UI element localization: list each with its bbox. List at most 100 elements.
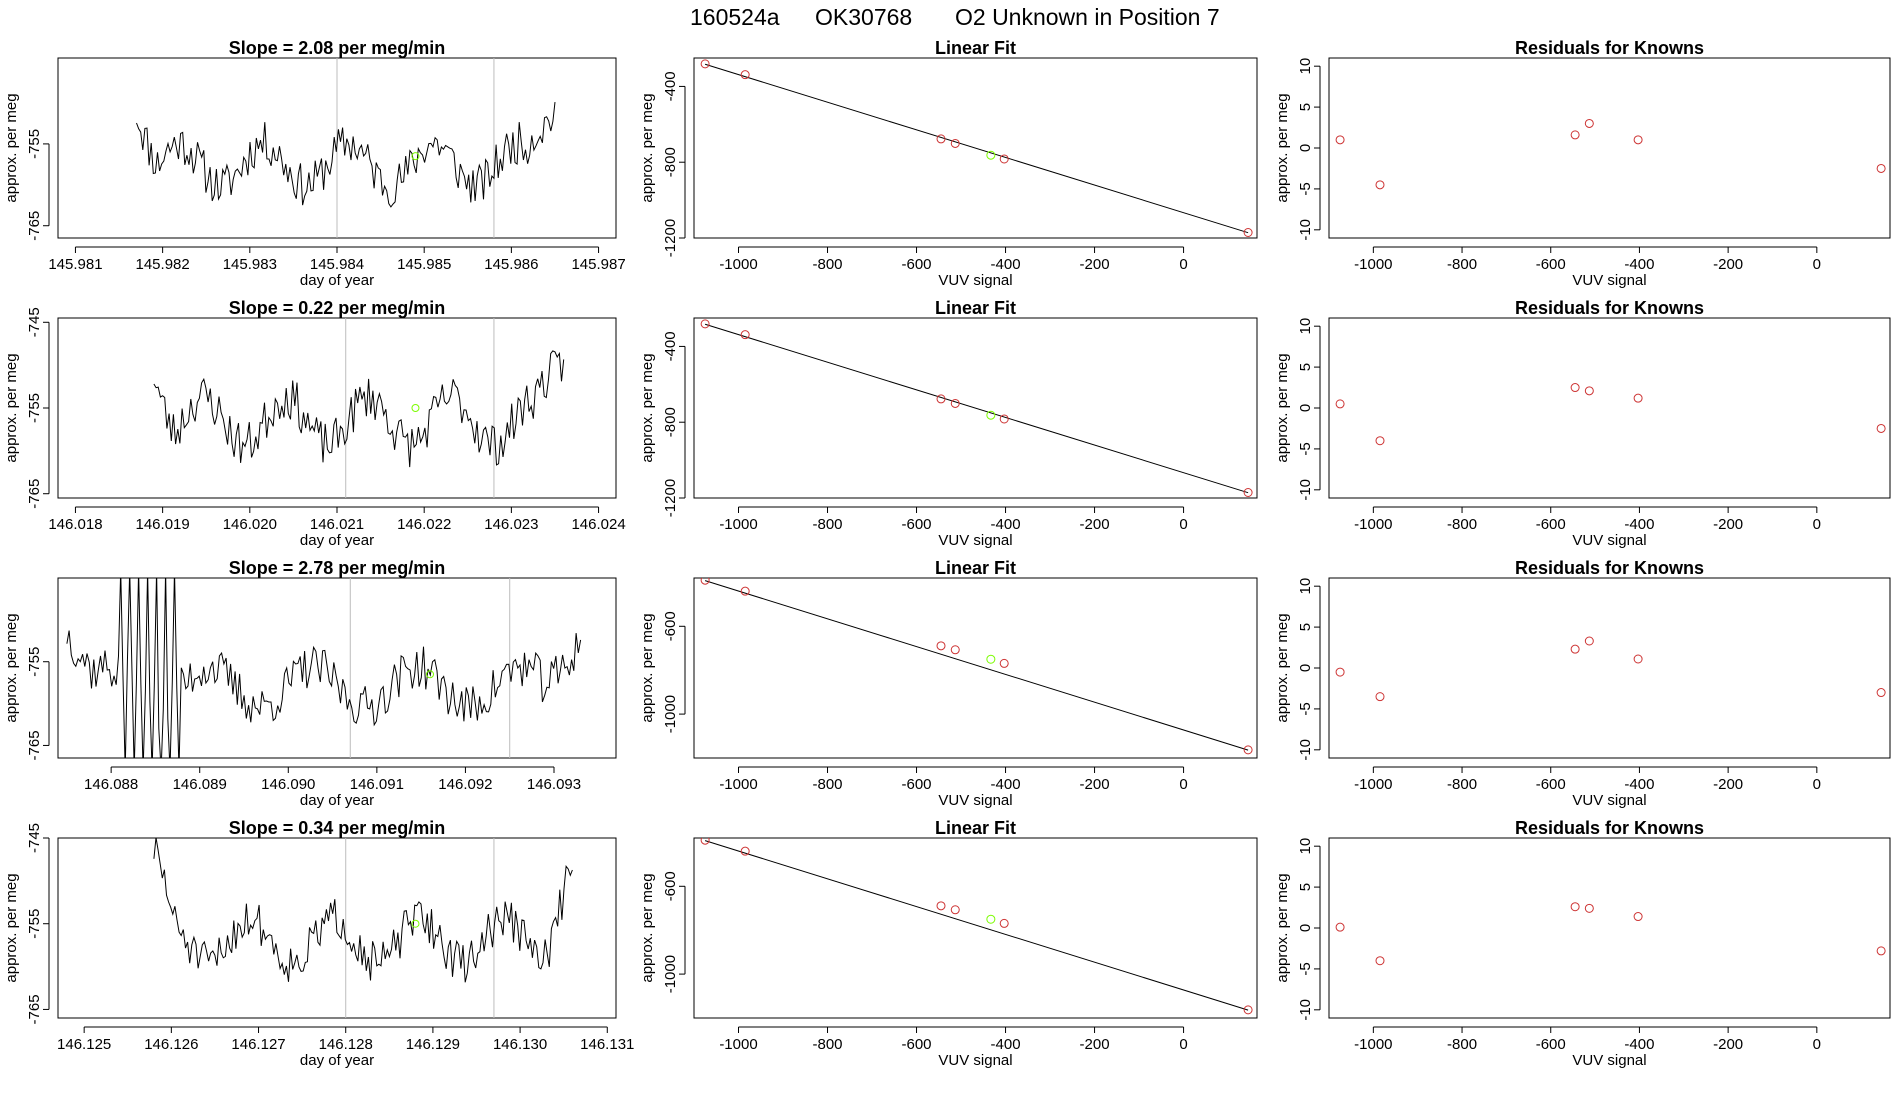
- x-tick-label: 146.093: [527, 776, 581, 793]
- x-tick-label: 146.090: [261, 776, 315, 793]
- x-tick-label: -600: [902, 256, 932, 273]
- x-tick-label: -200: [1080, 516, 1110, 533]
- known-standard-point: [1243, 1005, 1253, 1015]
- x-tick-label: -1000: [719, 776, 757, 793]
- known-standard-point: [936, 641, 946, 651]
- known-standard-point: [950, 138, 960, 148]
- plot-frame: [693, 837, 1258, 1019]
- x-tick-label: 0: [1179, 776, 1187, 793]
- y-tick-label: -765: [26, 211, 43, 241]
- x-axis-label: VUV signal: [938, 532, 1012, 549]
- x-tick-label: 146.024: [571, 516, 625, 533]
- residual-point: [1633, 912, 1643, 922]
- residual-point: [1584, 636, 1594, 646]
- x-tick-label: 145.981: [48, 256, 102, 273]
- x-tick-label: 146.091: [350, 776, 404, 793]
- y-tick-label: -1200: [662, 479, 679, 517]
- x-tick-label: -400: [1624, 1036, 1654, 1053]
- y-tick-label: -765: [26, 730, 43, 760]
- panel-title: Residuals for Knowns: [1515, 298, 1704, 318]
- plot-area: [700, 59, 1253, 238]
- residual-point: [1584, 118, 1594, 128]
- residual-point: [1335, 135, 1345, 145]
- x-tick-label: 146.020: [223, 516, 277, 533]
- known-standard-point: [740, 586, 750, 596]
- residual-point: [1570, 383, 1580, 393]
- x-tick-label: 146.128: [319, 1036, 373, 1053]
- panel-timeseries-row-3: Slope = 0.34 per meg/min 146.125 146.126 14…: [3, 818, 634, 1069]
- residual-point: [1876, 946, 1886, 956]
- y-tick-label: -745: [26, 823, 43, 853]
- x-axis-label: day of year: [300, 792, 374, 809]
- panel-title: Slope = 0.34 per meg/min: [229, 818, 446, 838]
- unknown-sample-point: [411, 152, 420, 161]
- x-tick-label: 146.019: [136, 516, 190, 533]
- x-tick-label: 145.982: [136, 256, 190, 273]
- known-standard-point: [936, 901, 946, 911]
- residual-point: [1335, 922, 1345, 932]
- x-tick-label: 146.089: [173, 776, 227, 793]
- plot-frame: [57, 577, 617, 759]
- x-axis-label: day of year: [300, 532, 374, 549]
- panel-grid: Slope = 2.08 per meg/min 145.981 145.982 14…: [3, 38, 1891, 1069]
- y-tick-label: -10: [1297, 739, 1314, 761]
- x-tick-label: -800: [813, 256, 843, 273]
- x-axis-label: VUV signal: [938, 792, 1012, 809]
- known-standard-point: [936, 134, 946, 144]
- y-tick-label: -5: [1297, 182, 1314, 195]
- y-axis-label: approx. per meg: [3, 93, 20, 202]
- residual-point: [1633, 393, 1643, 403]
- residual-point: [1335, 667, 1345, 677]
- panel-title: Slope = 0.22 per meg/min: [229, 298, 446, 318]
- residual-point: [1375, 180, 1385, 190]
- plot-frame: [1328, 317, 1891, 499]
- x-tick-label: 145.987: [571, 256, 625, 273]
- unknown-sample-point: [426, 670, 434, 679]
- y-tick-label: -5: [1297, 442, 1314, 455]
- plot-area: [1335, 118, 1886, 190]
- y-tick-label: 10: [1297, 838, 1314, 855]
- plot-area: [1335, 636, 1886, 702]
- x-tick-label: 146.131: [580, 1036, 634, 1053]
- signal-trace: [153, 350, 565, 468]
- signal-trace: [136, 102, 556, 208]
- plot-area: [1335, 383, 1886, 446]
- y-axis-label: approx. per meg: [1274, 613, 1291, 722]
- x-tick-label: 146.130: [493, 1036, 547, 1053]
- x-tick-label: 0: [1813, 516, 1821, 533]
- plot-frame: [1328, 57, 1891, 239]
- y-tick-label: -765: [26, 479, 43, 509]
- plot-area: [136, 58, 556, 238]
- known-standard-point: [999, 154, 1009, 164]
- y-axis-label: approx. per meg: [639, 873, 656, 982]
- unknown-sample-point: [986, 654, 996, 664]
- x-tick-label: -600: [902, 516, 932, 533]
- residual-point: [1633, 654, 1643, 664]
- x-tick-label: -600: [1536, 516, 1566, 533]
- x-axis-label: day of year: [300, 272, 374, 289]
- plot-area: [153, 318, 565, 498]
- panel-fit-row-3: Linear Fit -1000 -800 -600 -400 -200 0 VUV sign…: [639, 818, 1258, 1069]
- x-tick-label: 0: [1179, 1036, 1187, 1053]
- x-tick-label: -400: [991, 1036, 1021, 1053]
- plot-area: [153, 838, 573, 1018]
- x-tick-label: -1000: [719, 256, 757, 273]
- unknown-sample-point: [411, 919, 420, 928]
- unknown-sample-point: [411, 404, 420, 412]
- known-standard-point: [936, 394, 946, 404]
- y-tick-label: -400: [662, 331, 679, 361]
- y-tick-label: -10: [1297, 219, 1314, 241]
- fit-line: [704, 840, 1249, 1011]
- panel-title: Linear Fit: [935, 38, 1016, 58]
- fit-line: [704, 323, 1249, 494]
- y-tick-label: -755: [26, 647, 43, 677]
- panel-title: Linear Fit: [935, 558, 1016, 578]
- x-tick-label: 146.023: [484, 516, 538, 533]
- residual-point: [1375, 956, 1385, 966]
- residual-point: [1876, 163, 1886, 173]
- x-axis-label: VUV signal: [938, 272, 1012, 289]
- panel-residuals-row-1: Residuals for Knowns-1000 -800 -600 -400 -20…: [1274, 298, 1891, 549]
- x-tick-label: -200: [1080, 776, 1110, 793]
- plot-frame: [693, 57, 1258, 239]
